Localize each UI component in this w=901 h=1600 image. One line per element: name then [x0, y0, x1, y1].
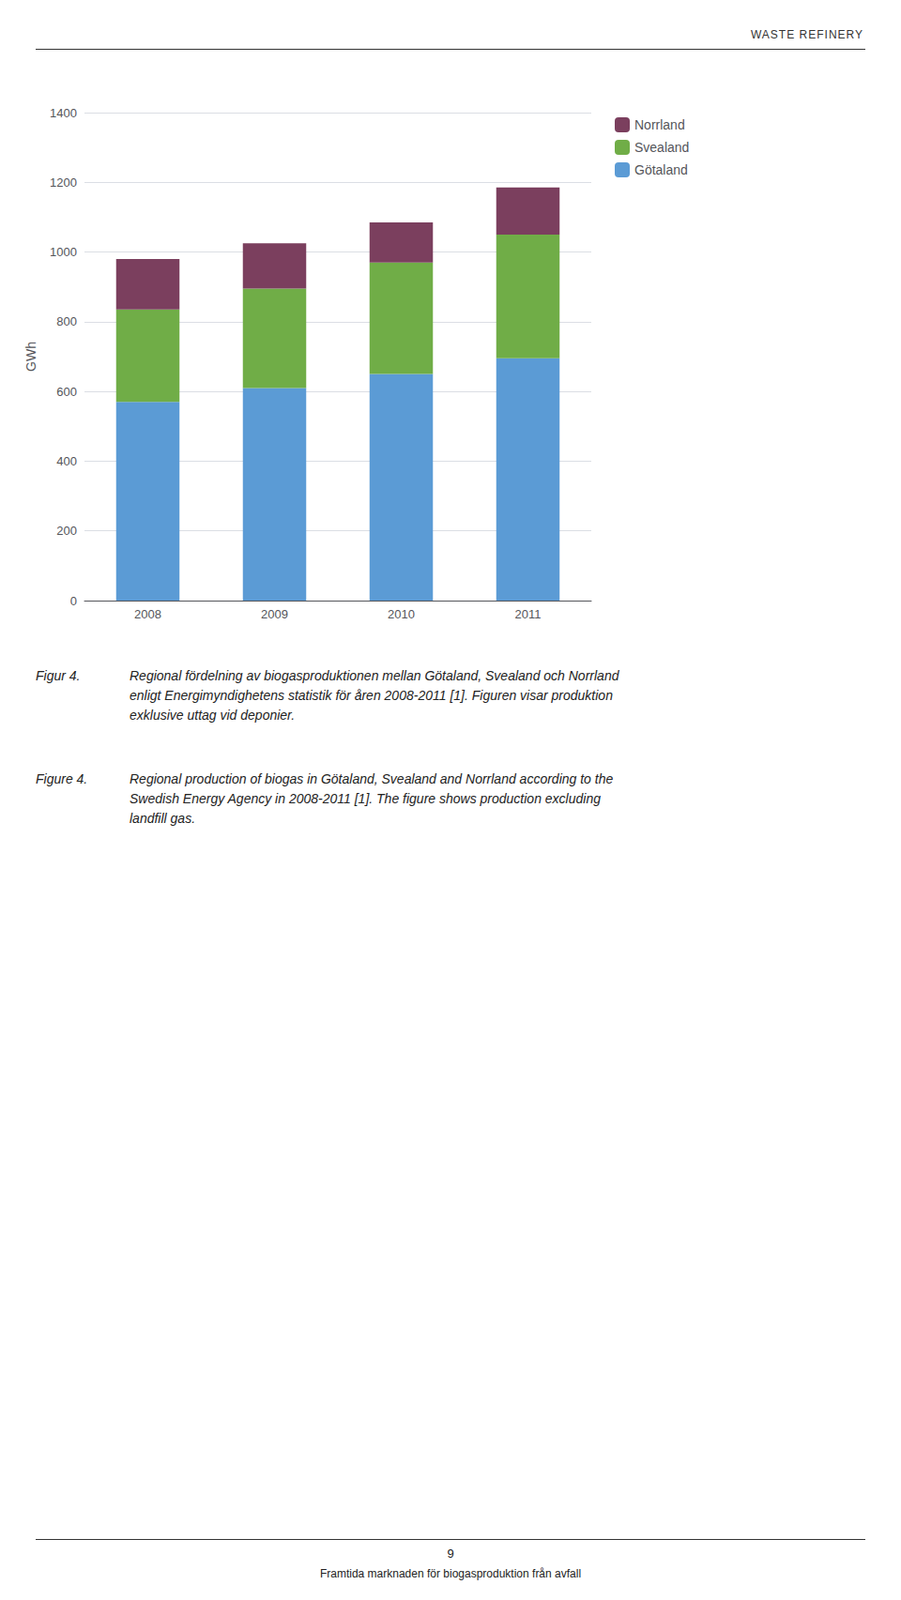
html-text:Regional production of biogas: Regional production of biogas in Götalan…: [129, 771, 614, 826]
html-text:Figure 4.: Figure 4.: [35, 771, 88, 787]
svg-text:600: 600: [56, 384, 77, 399]
svg-text:200: 200: [56, 523, 77, 538]
svg-text:1400: 1400: [49, 106, 77, 121]
svg-text:2009: 2009: [260, 607, 289, 622]
html-text:Regional fördelning av biogasp: Regional fördelning av biogasproduktione…: [129, 668, 619, 723]
html-text:9: 9: [447, 1546, 454, 1561]
svg-text:1200: 1200: [49, 175, 77, 190]
svg-text:0: 0: [70, 594, 77, 609]
svg-text:1000: 1000: [49, 244, 77, 260]
svg-text:400: 400: [56, 454, 77, 469]
html-text:WASTE REFINERY: WASTE REFINERY: [750, 28, 864, 42]
svg-text:Norrland: Norrland: [634, 117, 686, 133]
svg-text:2010: 2010: [387, 607, 415, 622]
svg-text:800: 800: [56, 314, 77, 329]
svg-text:GWh: GWh: [23, 341, 39, 372]
svg-text:2011: 2011: [515, 607, 542, 622]
html-text:Framtida marknaden för biogasp: Framtida marknaden för biogasproduktion …: [319, 1567, 582, 1581]
svg-text:Svealand: Svealand: [634, 139, 689, 155]
html-text:Figur 4.: Figur 4.: [35, 668, 81, 684]
svg-text:2008: 2008: [134, 607, 162, 622]
svg-text:Götaland: Götaland: [634, 162, 688, 178]
